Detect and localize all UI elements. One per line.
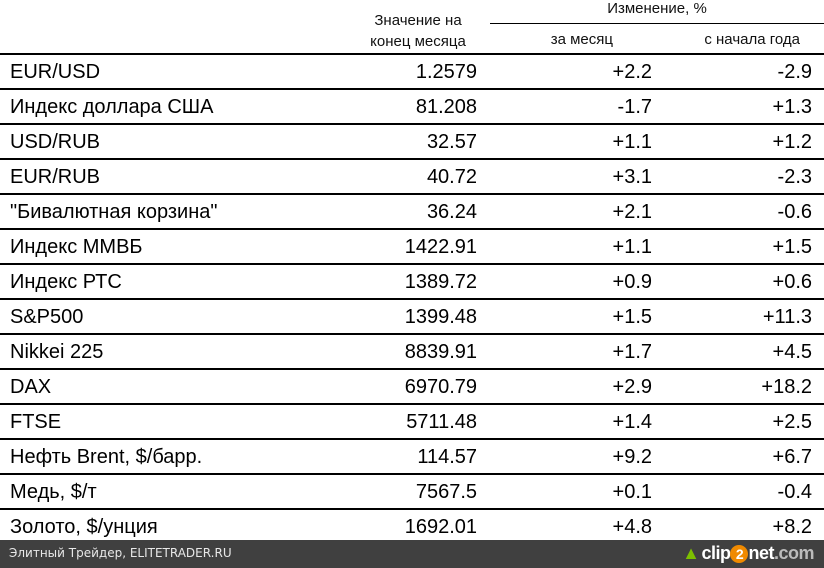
row-ytd-change: +1.2: [772, 131, 812, 153]
row-month-change: -1.7: [617, 96, 652, 118]
row-label: EUR/RUB: [10, 166, 101, 188]
table-row: S&P500 1399.48 +1.5 +11.3: [0, 300, 824, 335]
row-label: "Бивалютная корзина": [10, 201, 218, 223]
table-row: "Бивалютная корзина" 36.24 +2.1 -0.6: [0, 195, 824, 230]
row-month-change: +1.5: [612, 306, 652, 328]
source-caption: Элитный Трейдер, ELITETRADER.RU: [9, 546, 232, 560]
row-value: 36.24: [426, 201, 477, 223]
row-label: Индекс ММВБ: [10, 236, 143, 258]
row-value: 5711.48: [406, 411, 477, 433]
row-value: 7567.5: [415, 481, 477, 503]
table-row: FTSE 5711.48 +1.4 +2.5: [0, 405, 824, 440]
header-month-label: за месяц: [550, 31, 613, 48]
row-label: Nikkei 225: [10, 341, 104, 363]
row-month-change: +1.1: [612, 131, 652, 153]
row-value: 1422.91: [404, 236, 477, 258]
row-ytd-change: +11.3: [762, 306, 812, 328]
table-row: Нефть Brent, $/барр. 114.57 +9.2 +6.7: [0, 440, 824, 475]
data-table: EUR/USD 1.2579 +2.2 -2.9 Индекс доллара США 8…: [0, 55, 824, 545]
up-arrow-icon: ▲: [682, 543, 700, 563]
row-label: Индекс доллара США: [10, 96, 214, 118]
row-ytd-change: +4.5: [772, 341, 812, 363]
clip2net-logo: ▲ clip 2 net.com: [682, 543, 815, 563]
row-label: USD/RUB: [10, 131, 101, 153]
row-month-change: +9.2: [612, 446, 652, 468]
row-month-change: +2.9: [612, 376, 652, 398]
row-label: S&P500: [10, 306, 84, 328]
row-value: 1692.01: [404, 516, 477, 538]
header-ytd-column: с начала года: [653, 31, 800, 48]
row-value: 40.72: [426, 166, 477, 188]
table-row: Индекс РТС 1389.72 +0.9 +0.6: [0, 265, 824, 300]
row-value: 1389.72: [404, 271, 477, 293]
row-value: 81.208: [415, 96, 477, 118]
row-month-change: +0.1: [612, 481, 652, 503]
table-row: Индекс доллара США 81.208 -1.7 +1.3: [0, 90, 824, 125]
header-divider: [490, 23, 824, 24]
row-ytd-change: +0.6: [772, 271, 812, 293]
row-month-change: +2.2: [612, 61, 652, 83]
row-ytd-change: +1.3: [772, 96, 812, 118]
row-ytd-change: +1.5: [772, 236, 812, 258]
row-ytd-change: +2.5: [772, 411, 812, 433]
row-label: Золото, $/унция: [10, 516, 158, 538]
row-ytd-change: +6.7: [772, 446, 812, 468]
row-ytd-change: +8.2: [772, 516, 812, 538]
row-month-change: +2.1: [612, 201, 652, 223]
header-bottom-border: [0, 53, 824, 55]
row-ytd-change: -0.6: [777, 201, 812, 223]
row-value: 114.57: [417, 446, 477, 468]
row-month-change: +4.8: [612, 516, 652, 538]
row-value: 8839.91: [404, 341, 477, 363]
row-label: Нефть Brent, $/барр.: [10, 446, 203, 468]
header-change-group: Изменение, %: [607, 0, 707, 17]
row-month-change: +1.4: [612, 411, 652, 433]
row-ytd-change: -0.4: [777, 481, 812, 503]
table-row: Медь, $/т 7567.5 +0.1 -0.4: [0, 475, 824, 510]
table-row: USD/RUB 32.57 +1.1 +1.2: [0, 125, 824, 160]
table-row: DAX 6970.79 +2.9 +18.2: [0, 370, 824, 405]
row-value: 1399.48: [404, 306, 477, 328]
row-ytd-change: -2.3: [777, 166, 812, 188]
row-month-change: +1.7: [612, 341, 652, 363]
row-value: 32.57: [426, 131, 477, 153]
row-month-change: +3.1: [612, 166, 652, 188]
table-row: EUR/USD 1.2579 +2.2 -2.9: [0, 55, 824, 90]
row-value: 1.2579: [415, 61, 477, 83]
row-ytd-change: -2.9: [777, 61, 812, 83]
row-month-change: +0.9: [612, 271, 652, 293]
row-label: Индекс РТС: [10, 271, 122, 293]
row-ytd-change: +18.2: [761, 376, 812, 398]
footer: Элитный Трейдер, ELITETRADER.RU ▲ clip 2 ne…: [0, 540, 824, 568]
header-value-column: Значение на конец месяца: [370, 12, 466, 50]
header-month-column: за месяц: [490, 31, 653, 48]
row-label: Медь, $/т: [10, 481, 97, 503]
table-row: Nikkei 225 8839.91 +1.7 +4.5: [0, 335, 824, 370]
row-label: FTSE: [10, 411, 62, 433]
row-label: DAX: [10, 376, 52, 398]
row-month-change: +1.1: [612, 236, 652, 258]
row-value: 6970.79: [404, 376, 477, 398]
table-row: EUR/RUB 40.72 +3.1 -2.3: [0, 160, 824, 195]
header-ytd-label: с начала года: [704, 31, 800, 48]
table-row: Индекс ММВБ 1422.91 +1.1 +1.5: [0, 230, 824, 265]
row-label: EUR/USD: [10, 61, 101, 83]
